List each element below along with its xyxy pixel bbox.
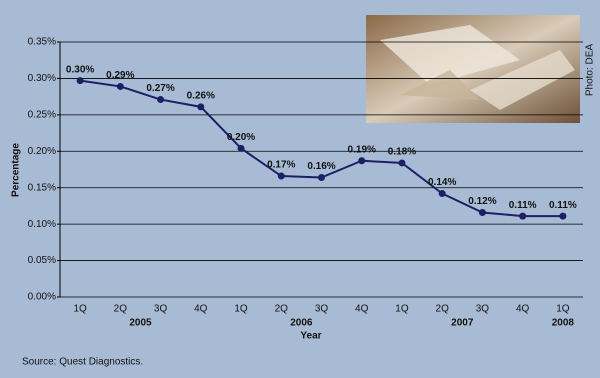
x-tick-label: 1Q	[556, 304, 570, 315]
point	[116, 82, 124, 90]
x-tick-label: 1Q	[395, 304, 409, 315]
x-tick-label: 1Q	[234, 304, 248, 315]
point	[277, 172, 285, 180]
source: Source: Quest Diagnostics.	[22, 357, 143, 368]
x-axis-title: Year	[300, 331, 321, 342]
point	[519, 212, 527, 220]
data-label: 0.19%	[348, 144, 376, 155]
point	[358, 157, 366, 165]
y-tick-label: 0.20%	[28, 146, 56, 157]
y-tick-label: 0.25%	[28, 109, 56, 120]
y-axis-title: Percentage	[11, 143, 22, 197]
y-tick-label: 0.10%	[28, 219, 56, 230]
data-label: 0.20%	[227, 132, 255, 143]
x-tick-label: 4Q	[355, 304, 369, 315]
year-label: 2005	[129, 318, 152, 329]
point	[237, 144, 245, 152]
point	[197, 103, 205, 111]
point	[76, 77, 84, 85]
point	[157, 96, 165, 104]
data-label: 0.11%	[509, 200, 537, 211]
point	[559, 212, 567, 220]
x-tick-label: 2Q	[436, 304, 450, 315]
data-label: 0.27%	[146, 83, 174, 94]
x-tick-label: 3Q	[315, 304, 329, 315]
point	[478, 208, 486, 216]
data-label: 0.11%	[549, 200, 577, 211]
photo-credit: Photo: DEA	[585, 44, 596, 97]
data-label: 0.14%	[428, 177, 456, 188]
y-tick-label: 0.15%	[28, 182, 56, 193]
photo	[366, 15, 580, 123]
y-tick-label: 0.05%	[28, 255, 56, 266]
y-tick-label: 0.35%	[28, 37, 56, 48]
point	[438, 190, 446, 198]
point	[318, 174, 325, 182]
data-label: 0.12%	[468, 196, 496, 207]
x-tick-label: 3Q	[476, 304, 490, 315]
x-tick-label: 4Q	[194, 304, 208, 315]
x-tick-label: 2Q	[114, 304, 128, 315]
point	[398, 159, 406, 167]
data-label: 0.17%	[267, 160, 295, 171]
year-label: 2008	[552, 318, 575, 329]
data-label: 0.16%	[307, 161, 335, 172]
data-label: 0.30%	[66, 64, 94, 75]
year-label: 2007	[451, 318, 474, 329]
year-label: 2006	[290, 318, 313, 329]
y-tick-label: 0.00%	[28, 292, 56, 303]
data-label: 0.18%	[388, 147, 416, 158]
x-tick-label: 2Q	[275, 304, 289, 315]
x-tick-label: 4Q	[516, 304, 530, 315]
data-label: 0.26%	[187, 90, 215, 101]
x-tick-label: 3Q	[154, 304, 168, 315]
x-tick-label: 1Q	[73, 304, 87, 315]
data-label: 0.29%	[106, 70, 134, 81]
y-tick-label: 0.30%	[28, 73, 56, 84]
